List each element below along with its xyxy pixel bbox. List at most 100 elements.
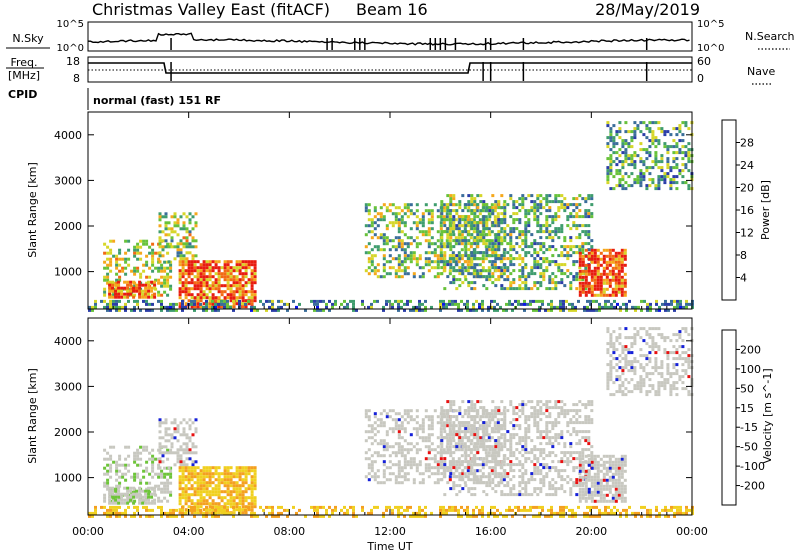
power-cell	[548, 281, 552, 285]
power-cell	[521, 242, 525, 246]
power-cell	[559, 302, 562, 306]
power-cell	[530, 266, 534, 270]
power-cell	[161, 230, 165, 234]
velocity-cell	[157, 484, 161, 488]
velocity-cell	[133, 457, 137, 461]
velocity-cell	[164, 439, 168, 443]
velocity-cell	[557, 475, 561, 479]
power-cell	[406, 302, 409, 306]
velocity-cell	[572, 451, 576, 455]
velocity-cell	[455, 460, 459, 464]
velocity-cell	[557, 487, 561, 491]
power-cell	[361, 299, 364, 303]
power-cell	[440, 233, 444, 237]
power-cell	[244, 275, 248, 279]
velocity-cell	[136, 463, 140, 467]
power-cell	[533, 263, 537, 267]
velocity-cell	[436, 478, 440, 482]
velocity-cell	[202, 487, 206, 491]
power-cell	[406, 203, 410, 207]
power-cell	[244, 263, 248, 267]
power-cell	[509, 215, 513, 219]
power-cell	[217, 290, 221, 294]
power-cell	[569, 203, 573, 207]
velocity-cell	[587, 460, 591, 464]
power-cell	[385, 302, 388, 306]
velocity-cell	[584, 475, 588, 479]
power-cell	[460, 308, 463, 312]
power-cell	[608, 263, 612, 267]
power-cell	[485, 227, 489, 231]
power-cell	[578, 281, 582, 285]
power-cell	[108, 280, 112, 284]
power-cell	[640, 308, 643, 312]
power-cell	[400, 263, 404, 267]
power-cell	[485, 224, 489, 228]
velocity-cell	[403, 427, 407, 431]
power-cell	[470, 197, 474, 201]
power-cell	[484, 242, 488, 246]
velocity-cell	[530, 400, 534, 404]
power-cell	[436, 275, 440, 279]
power-cell	[640, 299, 643, 303]
velocity-cell	[470, 466, 474, 470]
power-cell	[581, 281, 585, 285]
power-cell	[493, 242, 497, 246]
power-cell	[687, 154, 691, 158]
power-cell	[661, 302, 664, 306]
power-cell	[660, 175, 664, 179]
velocity-cell	[584, 490, 588, 494]
power-cell	[133, 299, 136, 303]
velocity-cell	[536, 460, 540, 464]
power-cell	[475, 308, 478, 312]
power-cell	[184, 287, 188, 291]
velocity-cell	[190, 466, 194, 470]
power-cell	[211, 296, 215, 300]
velocity-cell	[178, 475, 182, 479]
power-cell	[545, 224, 549, 228]
power-cell	[524, 212, 528, 216]
power-cell	[557, 227, 561, 231]
velocity-cell	[202, 472, 206, 476]
power-cell	[421, 233, 425, 237]
power-cell	[676, 299, 679, 303]
power-cell	[464, 242, 468, 246]
power-cell	[322, 299, 325, 303]
power-cell	[554, 227, 558, 231]
power-cell	[106, 257, 110, 261]
velocity-cell	[391, 418, 395, 422]
velocity-cell	[518, 463, 522, 467]
power-cell	[515, 206, 519, 210]
power-cell	[145, 254, 149, 258]
freq-spikes	[170, 62, 648, 81]
power-cell	[397, 206, 401, 210]
power-cell	[139, 257, 143, 261]
power-cell	[620, 248, 624, 252]
velocity-cell	[473, 433, 477, 437]
power-cell	[449, 281, 453, 285]
power-cell	[536, 224, 540, 228]
power-cell	[217, 305, 221, 309]
velocity-cell	[502, 478, 506, 482]
power-cell	[539, 230, 543, 234]
velocity-cell	[202, 478, 206, 482]
power-cell	[452, 260, 456, 264]
velocity-cell	[463, 424, 467, 428]
velocity-cell	[578, 454, 582, 458]
power-cell	[476, 227, 480, 231]
power-cell	[253, 275, 257, 279]
power-cell	[188, 242, 192, 246]
velocity-cell	[427, 415, 431, 419]
power-cell	[476, 230, 480, 234]
power-cell	[551, 254, 555, 258]
power-cell	[502, 308, 505, 312]
power-cell	[535, 308, 538, 312]
power-cell	[452, 218, 456, 222]
velocity-cell	[208, 511, 212, 515]
velocity-cell	[202, 502, 206, 506]
power-cell	[545, 227, 549, 231]
velocity-cell	[470, 424, 474, 428]
velocity-cell	[382, 409, 386, 413]
velocity-cell	[548, 442, 552, 446]
velocity-cell	[436, 463, 440, 467]
